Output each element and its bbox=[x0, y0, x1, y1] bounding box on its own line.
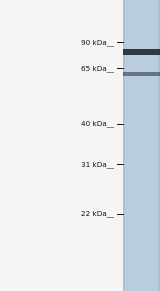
Bar bbox=[123, 72, 160, 76]
Text: 65 kDa__: 65 kDa__ bbox=[81, 65, 114, 72]
Bar bbox=[123, 49, 160, 55]
Text: 40 kDa__: 40 kDa__ bbox=[81, 120, 114, 127]
Text: 31 kDa__: 31 kDa__ bbox=[81, 161, 114, 168]
Bar bbox=[0, 0, 123, 291]
Text: 90 kDa__: 90 kDa__ bbox=[81, 39, 114, 46]
Text: 22 kDa__: 22 kDa__ bbox=[81, 210, 114, 217]
Bar bbox=[158, 0, 160, 291]
Bar bbox=[123, 0, 125, 291]
Bar bbox=[123, 0, 160, 291]
